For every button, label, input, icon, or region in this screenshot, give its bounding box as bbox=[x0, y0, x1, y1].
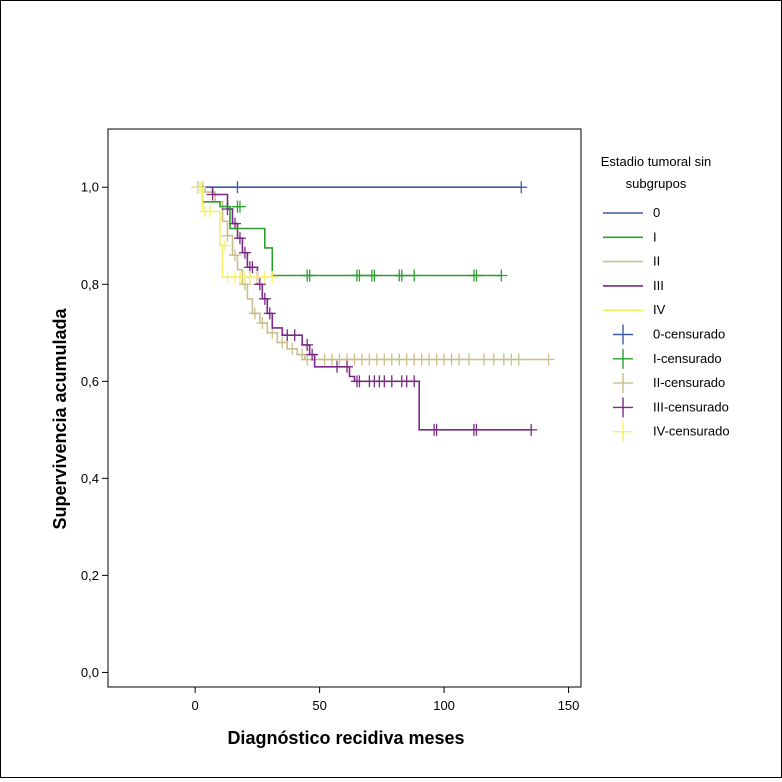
legend-label: 0-censurado bbox=[653, 327, 725, 342]
legend-item-IV-censurado: IV-censurado bbox=[613, 421, 730, 442]
legend-item-III-censurado: III-censurado bbox=[613, 397, 729, 418]
x-axis-title: Diagnóstico recidiva meses bbox=[227, 728, 464, 748]
y-tick-label: 0,8 bbox=[81, 277, 99, 292]
y-axis-title: Supervivencia acumulada bbox=[50, 307, 70, 529]
y-tick-label: 0,0 bbox=[81, 665, 99, 680]
x-tick-label: 150 bbox=[558, 698, 580, 713]
legend-item-I: I bbox=[603, 229, 657, 244]
legend-label: I bbox=[653, 229, 657, 244]
x-tick-label: 50 bbox=[312, 698, 326, 713]
plot-area bbox=[107, 128, 582, 688]
legend-item-IV: IV bbox=[603, 302, 666, 317]
y-tick-label: 0,2 bbox=[81, 568, 99, 583]
series-layer bbox=[191, 181, 555, 436]
x-tick-label: 100 bbox=[433, 698, 455, 713]
series-III bbox=[191, 181, 538, 436]
series-line-I bbox=[195, 186, 502, 277]
legend-item-II: II bbox=[603, 254, 660, 269]
x-tick-label: 0 bbox=[192, 698, 199, 713]
legend-label: III bbox=[653, 278, 664, 293]
legend-title: Estadio tumoral sin bbox=[601, 154, 712, 169]
legend-label: I-censurado bbox=[653, 351, 722, 366]
legend-item-0-censurado: 0-censurado bbox=[613, 324, 725, 345]
legend-label: II-censurado bbox=[653, 375, 725, 390]
legend-label: III-censurado bbox=[653, 399, 729, 414]
series-0 bbox=[191, 181, 528, 194]
y-tick-label: 1,0 bbox=[81, 180, 99, 195]
y-tick-label: 0,4 bbox=[81, 471, 99, 486]
series-line-II bbox=[195, 186, 549, 361]
legend: Estadio tumoral sinsubgrupos0IIIIIIIV0-c… bbox=[601, 154, 730, 442]
legend-label: IV bbox=[653, 302, 666, 317]
y-tick-label: 0,6 bbox=[81, 374, 99, 389]
legend-label: IV-censurado bbox=[653, 424, 730, 439]
legend-label: 0 bbox=[653, 205, 660, 220]
legend-item-I-censurado: I-censurado bbox=[613, 348, 722, 369]
series-I bbox=[195, 186, 508, 282]
axes: 0 50 100 150 0,0 0,2 0,4 0,6 0,8 1,0 bbox=[81, 128, 582, 713]
legend-label: II bbox=[653, 254, 660, 269]
legend-title: subgrupos bbox=[626, 176, 687, 191]
series-line-III bbox=[195, 186, 532, 431]
legend-item-III: III bbox=[603, 278, 664, 293]
series-line-IV bbox=[195, 186, 273, 278]
legend-item-0: 0 bbox=[603, 205, 660, 220]
legend-item-II-censurado: II-censurado bbox=[613, 373, 725, 394]
series-IV bbox=[191, 181, 279, 283]
